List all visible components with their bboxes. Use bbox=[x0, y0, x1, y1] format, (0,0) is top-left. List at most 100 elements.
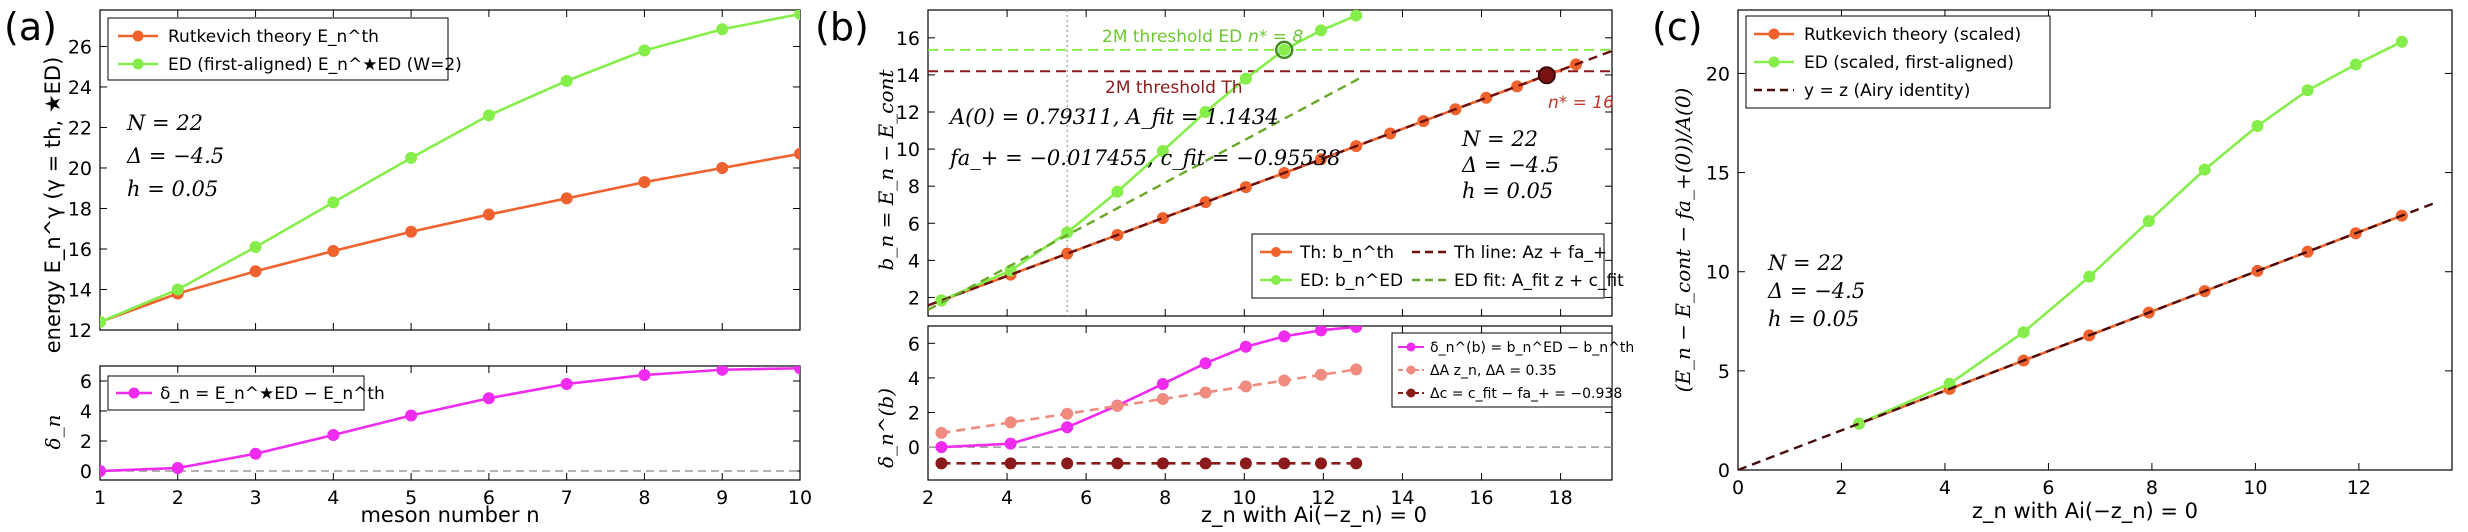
b_top-series-line-3 bbox=[928, 77, 1360, 311]
a_bottom-series-0-point bbox=[327, 429, 340, 441]
b_top-ytick-label: 16 bbox=[896, 28, 920, 50]
b_top-series-0-point bbox=[1199, 196, 1212, 209]
b_top-series-1-point bbox=[1239, 72, 1252, 85]
b_top-series-0-point bbox=[1061, 247, 1074, 260]
a_bottom-series-0-point bbox=[794, 366, 800, 375]
legend-a-top: Rutkevich theory E_n^th ED (first-aligne… bbox=[107, 17, 462, 81]
annotation-b-params: N = 22 Δ = −4.5 h = 0.05 bbox=[1461, 127, 1559, 203]
legend-b-bottom: δ_n^(b) = b_n^ED − b_n^th ΔA z_n, ΔA = 0… bbox=[1391, 332, 1634, 408]
b_bottom-plot-area bbox=[928, 326, 1612, 470]
ylabel-b-bottom: δ_n^(b) bbox=[874, 388, 898, 468]
a_top-ytick-label: 20 bbox=[68, 158, 92, 180]
a_bottom-xtick-label: 5 bbox=[405, 487, 417, 509]
b_bottom-ytick-label: 2 bbox=[908, 403, 920, 425]
a_top-ytick-label: 26 bbox=[68, 36, 92, 58]
b_bottom-series-0-point bbox=[1315, 326, 1328, 337]
a_bottom-xtick-label: 6 bbox=[483, 487, 495, 509]
a_bottom-ytick-label: 6 bbox=[80, 371, 92, 393]
b_bottom-series-1-point bbox=[1350, 363, 1363, 376]
annot-a-n: N = 22 bbox=[126, 111, 203, 135]
a_top-ytick-label: 12 bbox=[68, 320, 92, 342]
a_bottom-series-0-point bbox=[405, 409, 418, 422]
c-xtick-label: 12 bbox=[2347, 477, 2371, 499]
a_bottom-xtick-label: 1 bbox=[94, 487, 106, 509]
a_top-frame bbox=[99, 9, 801, 331]
c-series-1-point bbox=[2251, 119, 2264, 132]
b_top-plot-area bbox=[928, 10, 1612, 316]
a_top-series-0-point bbox=[249, 265, 262, 278]
b_top-series-0-point bbox=[1384, 127, 1397, 140]
threshold-nstar-ed: n* = 8 bbox=[1248, 27, 1303, 47]
c-ytick-label: 10 bbox=[1706, 262, 1730, 284]
legend-a-bottom-item-0: δ_n = E_n^★ED − E_n^th bbox=[160, 384, 385, 404]
a_bottom-plot-area bbox=[100, 366, 800, 477]
b_bottom-series-2-point bbox=[1278, 457, 1291, 470]
annot-c-delta: Δ = −4.5 bbox=[1767, 279, 1865, 303]
c-series-line-1 bbox=[1858, 40, 2403, 425]
c-series-1-point bbox=[2395, 35, 2408, 48]
b_bottom-xtick-label: 6 bbox=[1080, 487, 1092, 509]
legend-b-top-item-3: ED fit: A_fit z + c_fit bbox=[1454, 271, 1624, 291]
b_bottom-series-2-point bbox=[1156, 457, 1169, 470]
a_bottom-xtick-label: 9 bbox=[716, 487, 728, 509]
c-series-1-point bbox=[2017, 326, 2030, 339]
a_top-ytick-label: 22 bbox=[68, 117, 92, 139]
c-xtick-label: 2 bbox=[1835, 477, 1847, 499]
a_top-series-1-point bbox=[560, 74, 573, 87]
b_bottom-xtick-label: 14 bbox=[1390, 487, 1414, 509]
legend-b-top-item-1: ED: b_n^ED bbox=[1300, 271, 1403, 291]
b_top-series-0-point bbox=[1315, 153, 1328, 166]
legend-b-top-item-0: Th: b_n^th bbox=[1299, 243, 1394, 263]
xlabel-a: meson number n bbox=[360, 503, 539, 527]
b_bottom-series-1-point bbox=[1004, 416, 1017, 429]
b_top-ytick-label: 14 bbox=[896, 65, 920, 87]
b_bottom-ytick-label: 6 bbox=[908, 333, 920, 355]
panel-label-c: (c) bbox=[1652, 5, 1703, 49]
c-series-1-point bbox=[1853, 417, 1866, 430]
b_bottom-series-0-point bbox=[1239, 340, 1252, 353]
b_bottom-series-line-0 bbox=[941, 326, 1357, 449]
c-xtick-label: 10 bbox=[2243, 477, 2267, 499]
b_top-ytick-label: 4 bbox=[908, 250, 920, 272]
b_bottom-series-2-point bbox=[1199, 457, 1212, 470]
a_top-series-line-1 bbox=[100, 12, 800, 324]
a_bottom-xtick-label: 4 bbox=[327, 487, 339, 509]
b_bottom-series-2-point bbox=[1004, 457, 1017, 470]
annotation-c-params: N = 22 Δ = −4.5 h = 0.05 bbox=[1767, 251, 1865, 331]
b_bottom-ytick-label: 4 bbox=[908, 368, 920, 390]
c-series-1-point bbox=[2198, 163, 2211, 176]
annot-b-delta: Δ = −4.5 bbox=[1461, 153, 1559, 177]
c-xtick-label: 8 bbox=[2146, 477, 2158, 499]
legend-b-bottom-item-1: ΔA z_n, ΔA = 0.35 bbox=[1430, 363, 1557, 379]
nstar-ed-marker bbox=[1274, 40, 1294, 60]
nstar-th-marker bbox=[1537, 66, 1556, 85]
plot-b-bottom: 2 4 6 8 10 12 14 16 18 0 2 4 6 bbox=[908, 325, 1613, 509]
b_bottom-series-2-point bbox=[1111, 457, 1124, 470]
a_top-ytick-label: 24 bbox=[68, 77, 92, 99]
b_bottom-series-1-point bbox=[935, 426, 948, 439]
panel-label-b: (b) bbox=[815, 5, 869, 49]
a_top-series-0-point bbox=[638, 176, 651, 189]
b_top-ytick-label: 12 bbox=[896, 102, 920, 124]
c-series-line-2 bbox=[1738, 201, 2437, 470]
a_bottom-series-0-point bbox=[100, 465, 106, 477]
a_top-series-1-point bbox=[638, 44, 651, 57]
b_bottom-series-0-point bbox=[1061, 421, 1074, 434]
b_bottom-series-0-point bbox=[1199, 357, 1212, 370]
b_bottom-series-0-point bbox=[935, 441, 948, 454]
b_top-series-1-point bbox=[1315, 24, 1328, 37]
c-ytick-label: 15 bbox=[1706, 163, 1730, 185]
b_bottom-xtick-label: 2 bbox=[922, 487, 934, 509]
b_top-series-1-point bbox=[1156, 144, 1169, 157]
b_top-ytick-label: 10 bbox=[896, 139, 920, 161]
c-ytick-label: 0 bbox=[1718, 460, 1730, 482]
legend-c-item-2: y = z (Airy identity) bbox=[1804, 81, 1970, 101]
c-plot-area bbox=[1738, 35, 2437, 470]
b_bottom-series-0-point bbox=[1156, 377, 1169, 390]
c-xtick-label: 4 bbox=[1939, 477, 1951, 499]
b_bottom-series-1-point bbox=[1061, 407, 1074, 420]
b_bottom-series-1-point bbox=[1239, 380, 1252, 393]
xlabel-b: z_n with Ai(−z_n) = 0 bbox=[1201, 503, 1427, 528]
b_top-series-1-point bbox=[935, 294, 948, 307]
